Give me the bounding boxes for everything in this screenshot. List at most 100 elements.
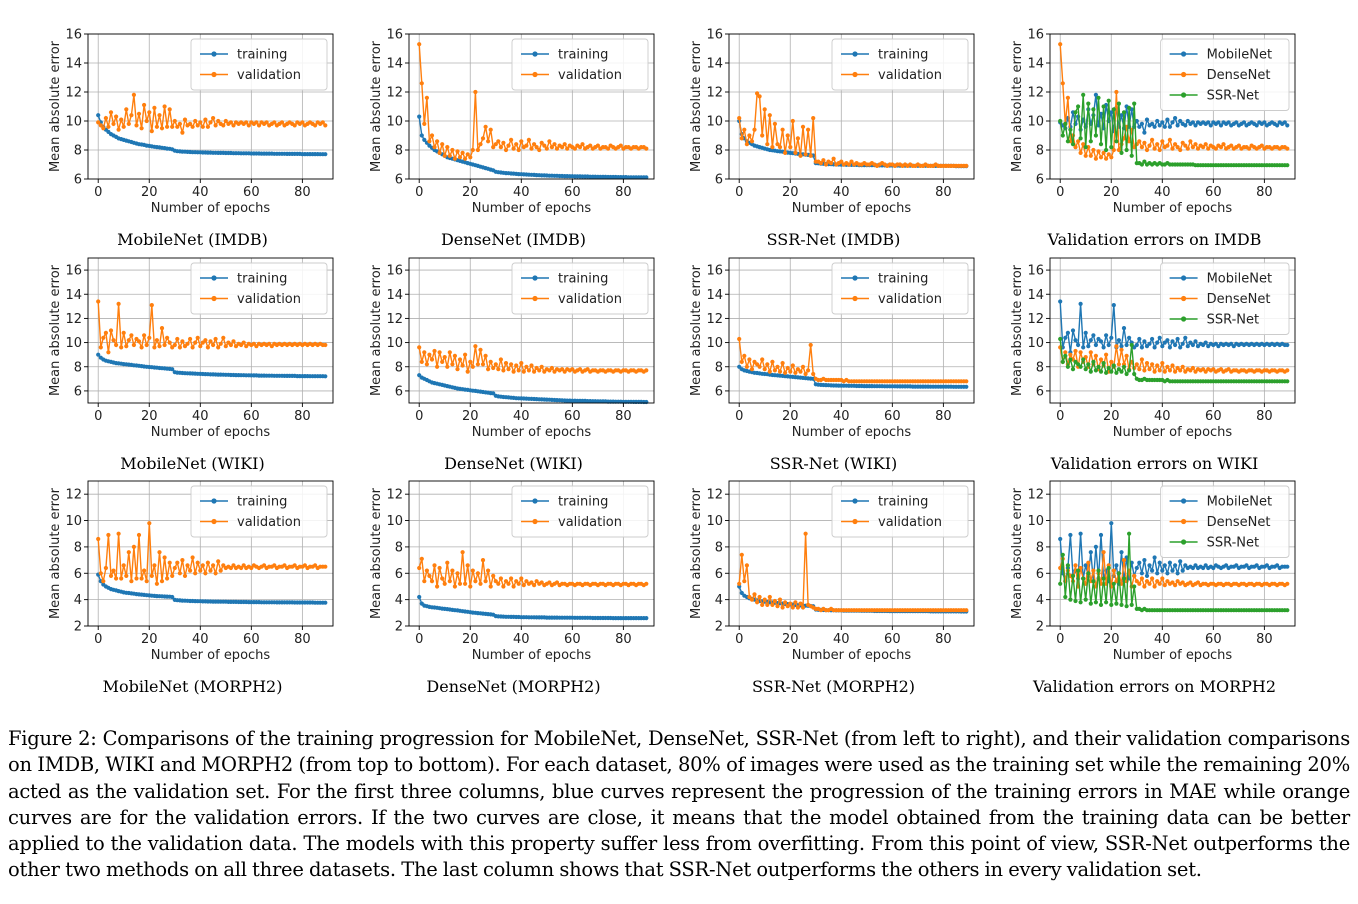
data-point <box>534 579 539 584</box>
data-point <box>1109 521 1114 526</box>
data-point <box>1104 370 1109 375</box>
data-point <box>205 124 210 129</box>
x-tick-label: 20 <box>141 185 158 200</box>
data-point <box>422 121 427 126</box>
data-point <box>1132 145 1137 150</box>
data-point <box>1078 136 1083 141</box>
data-point <box>103 116 108 121</box>
y-tick-label: 12 <box>706 488 723 503</box>
data-point <box>249 565 254 571</box>
data-point <box>1127 335 1132 340</box>
data-point <box>793 150 798 155</box>
data-point <box>790 605 795 610</box>
data-point <box>539 140 544 145</box>
data-point <box>1088 338 1093 343</box>
data-point <box>831 156 836 161</box>
data-point <box>147 521 152 526</box>
subfigure-caption: Validation errors on IMDB <box>1047 230 1262 249</box>
data-point <box>1134 579 1139 584</box>
data-point <box>501 584 506 589</box>
data-point <box>1093 600 1098 605</box>
data-point <box>818 161 824 166</box>
data-point <box>200 124 205 129</box>
legend: training validation <box>831 38 969 91</box>
data-point <box>1070 328 1076 333</box>
data-point <box>790 118 795 124</box>
data-point <box>1175 579 1180 584</box>
data-point <box>811 116 816 121</box>
data-point <box>496 581 501 586</box>
legend-label: DenseNet <box>1207 292 1271 307</box>
data-point <box>313 563 318 568</box>
x-tick-label: 20 <box>462 409 479 424</box>
data-point <box>1178 368 1183 373</box>
data-point <box>223 118 228 124</box>
data-point <box>752 127 757 132</box>
data-point <box>1119 369 1124 374</box>
x-axis-label: Number of epochs <box>151 425 271 440</box>
data-point <box>1155 118 1160 124</box>
subfigure-caption: SSR-Net (IMDB) <box>767 230 901 249</box>
data-point <box>1098 532 1104 538</box>
legend-label: MobileNet <box>1207 495 1272 510</box>
data-point <box>1190 120 1195 125</box>
data-point <box>272 120 277 125</box>
legend-label: validation <box>878 68 942 83</box>
y-tick-label: 2 <box>715 620 723 635</box>
x-tick-label: 80 <box>935 409 952 424</box>
data-point <box>1264 563 1269 568</box>
data-point <box>1180 364 1185 369</box>
data-point <box>544 146 549 151</box>
data-point <box>1132 101 1137 106</box>
y-tick-label: 2 <box>74 620 82 635</box>
data-point <box>445 145 450 150</box>
data-point <box>1157 147 1162 153</box>
data-point <box>1091 359 1096 364</box>
data-point <box>1137 560 1142 565</box>
data-point <box>1083 367 1088 372</box>
x-tick-label: 60 <box>1205 409 1222 424</box>
data-point <box>1109 602 1114 608</box>
data-point <box>1155 363 1160 368</box>
data-point <box>1134 565 1139 571</box>
data-point <box>1121 576 1127 581</box>
subfigure-caption: SSR-Net (MORPH2) <box>752 677 915 696</box>
data-point <box>1058 581 1063 586</box>
data-point <box>1083 597 1088 602</box>
y-tick-label: 14 <box>1027 288 1044 303</box>
data-point <box>1073 110 1078 115</box>
data-point <box>167 340 172 345</box>
data-point <box>542 143 547 148</box>
data-point <box>1096 95 1101 100</box>
data-point <box>749 139 755 144</box>
data-point <box>228 342 233 348</box>
data-point <box>1098 357 1104 362</box>
data-point <box>185 341 190 346</box>
data-point <box>468 359 473 364</box>
data-point <box>478 347 483 352</box>
data-point <box>121 330 126 335</box>
data-point <box>1175 336 1180 342</box>
data-point <box>1093 368 1098 373</box>
data-point <box>549 145 555 150</box>
data-point <box>775 142 780 147</box>
data-point <box>562 142 567 147</box>
data-point <box>1162 583 1167 588</box>
data-point <box>1190 565 1195 571</box>
data-point <box>96 352 101 357</box>
data-point <box>1134 118 1139 124</box>
x-tick-label: 20 <box>462 632 479 647</box>
legend-marker <box>1181 498 1187 504</box>
data-point <box>539 580 544 585</box>
data-point <box>218 568 223 573</box>
data-point <box>1060 133 1065 138</box>
data-point <box>96 299 101 304</box>
y-tick-label: 8 <box>1036 144 1044 159</box>
data-point <box>486 367 491 372</box>
data-point <box>154 581 159 586</box>
legend-marker <box>852 498 858 504</box>
data-point <box>475 147 480 153</box>
data-point <box>427 139 432 144</box>
data-point <box>595 143 601 148</box>
x-tick-label: 40 <box>1154 632 1171 647</box>
